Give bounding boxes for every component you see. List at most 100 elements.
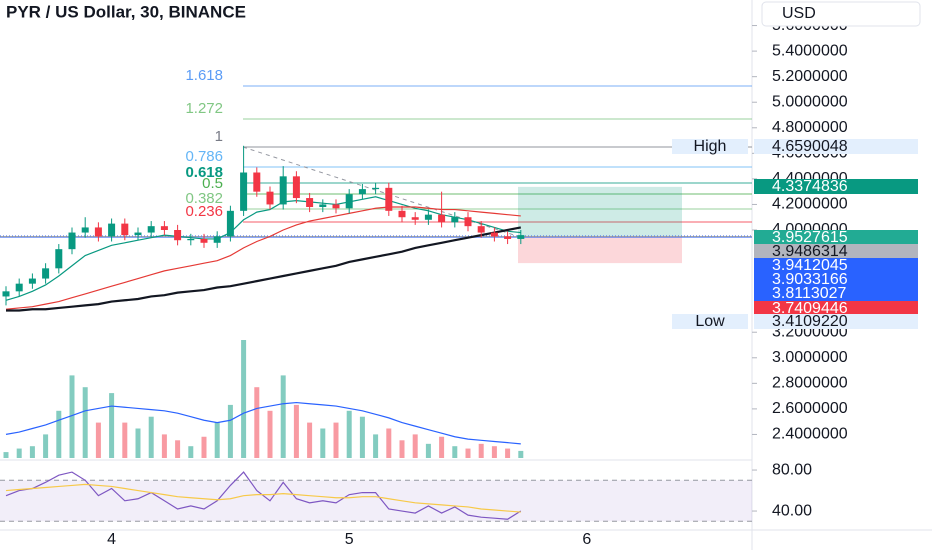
candle-body [292, 176, 300, 199]
volume-bar [161, 434, 167, 458]
candle-body [28, 278, 36, 284]
volume-bar [3, 452, 9, 458]
price-tag [754, 286, 918, 301]
y-tick-label: 40.00 [772, 502, 812, 519]
stop-loss-zone [518, 236, 682, 264]
volume-bar [346, 410, 352, 458]
candle-body [477, 226, 485, 233]
volume-bar [56, 410, 62, 458]
y-tick-label: 4.8000000 [772, 119, 848, 136]
y-tick-label: 80.00 [772, 461, 812, 478]
candle-body [200, 238, 208, 243]
x-tick-label: 4 [107, 531, 116, 548]
candle-body [372, 187, 380, 190]
candle-body [504, 236, 512, 239]
candle-body [42, 268, 50, 279]
candle-body [411, 217, 419, 220]
price-tag [754, 139, 918, 154]
candle-body [332, 204, 340, 209]
volume-bar [307, 422, 313, 458]
volume-bar [16, 448, 22, 458]
price-tag [754, 314, 918, 329]
x-tick-label: 6 [582, 531, 591, 548]
y-tick-label: 2.6000000 [772, 400, 848, 417]
fib-label: 1.272 [185, 100, 223, 117]
price-tag [754, 301, 918, 316]
candle-body [160, 226, 168, 230]
price-tag-value: 3.9486314 [772, 243, 848, 260]
currency-button [761, 1, 921, 27]
candle-body [490, 232, 498, 237]
volume-bar [386, 428, 392, 458]
candle-body [517, 235, 525, 239]
volume-bar [188, 446, 194, 458]
volume-bar [491, 446, 497, 458]
volume-bar [241, 340, 247, 458]
volume-bar [373, 434, 379, 458]
tag-name: Low [695, 313, 725, 330]
volume-bar [293, 404, 299, 458]
volume-bar [109, 393, 115, 458]
chart-title: PYR / US Dollar, 30, BINANCE [6, 2, 246, 21]
volume-bar [412, 434, 418, 458]
candle-body [121, 223, 129, 236]
candle-body [451, 217, 459, 223]
candle-body [108, 223, 116, 237]
fib-label: 0.5 [202, 175, 223, 192]
candle-body [398, 210, 406, 218]
candle-body [213, 236, 221, 243]
volume-bar [333, 422, 339, 458]
candle-body [226, 210, 234, 237]
candle-body [174, 230, 182, 241]
candle-body [94, 227, 102, 237]
candle-body [55, 249, 63, 269]
volume-bar [478, 443, 484, 458]
price-tag [754, 244, 918, 259]
price-tag-value: 3.9033166 [772, 271, 848, 288]
candle-body [464, 217, 472, 227]
volume-bar [227, 404, 233, 458]
price-tag-value: 4.3374836 [772, 178, 848, 195]
volume-bar [122, 422, 128, 458]
candle-body [345, 194, 353, 209]
fib-label: 0.786 [185, 148, 223, 165]
y-tick-label: 3.0000000 [772, 349, 848, 366]
candle-body [240, 172, 248, 211]
volume-bar [439, 436, 445, 458]
fib-label: 1.618 [185, 67, 223, 84]
volume-bar [399, 440, 405, 458]
volume-bar [175, 440, 181, 458]
volume-average [5, 401, 521, 445]
price-tag [754, 258, 918, 273]
rsi-average [5, 483, 521, 513]
rsi-line [5, 471, 522, 520]
volume-bar [425, 443, 431, 458]
candle-body [81, 227, 89, 233]
moving-average [5, 196, 521, 301]
volume-bar [95, 422, 101, 458]
candle-body [68, 232, 76, 250]
volume-bar [465, 448, 471, 458]
candle-body [147, 226, 155, 233]
volume-bar [280, 375, 286, 458]
volume-bar [267, 410, 273, 458]
moving-average [6, 226, 522, 312]
take-profit-zone [518, 186, 682, 237]
price-tag-value: 3.9412045 [772, 257, 848, 274]
volume-bar [320, 428, 326, 458]
volume-bar [43, 434, 49, 458]
y-tick-label: 5.4000000 [772, 42, 848, 59]
volume-bar [518, 450, 524, 458]
volume-bar [201, 436, 207, 458]
volume-bar [254, 387, 260, 458]
candle-body [306, 198, 314, 207]
fib-label: 1 [215, 128, 223, 145]
candle-body [134, 232, 142, 236]
tag-name-box [672, 139, 748, 154]
currency-label: USD [782, 5, 816, 22]
price-tag-value: 3.8113027 [772, 285, 847, 302]
candle-body [187, 238, 195, 241]
tag-name: High [694, 138, 727, 155]
